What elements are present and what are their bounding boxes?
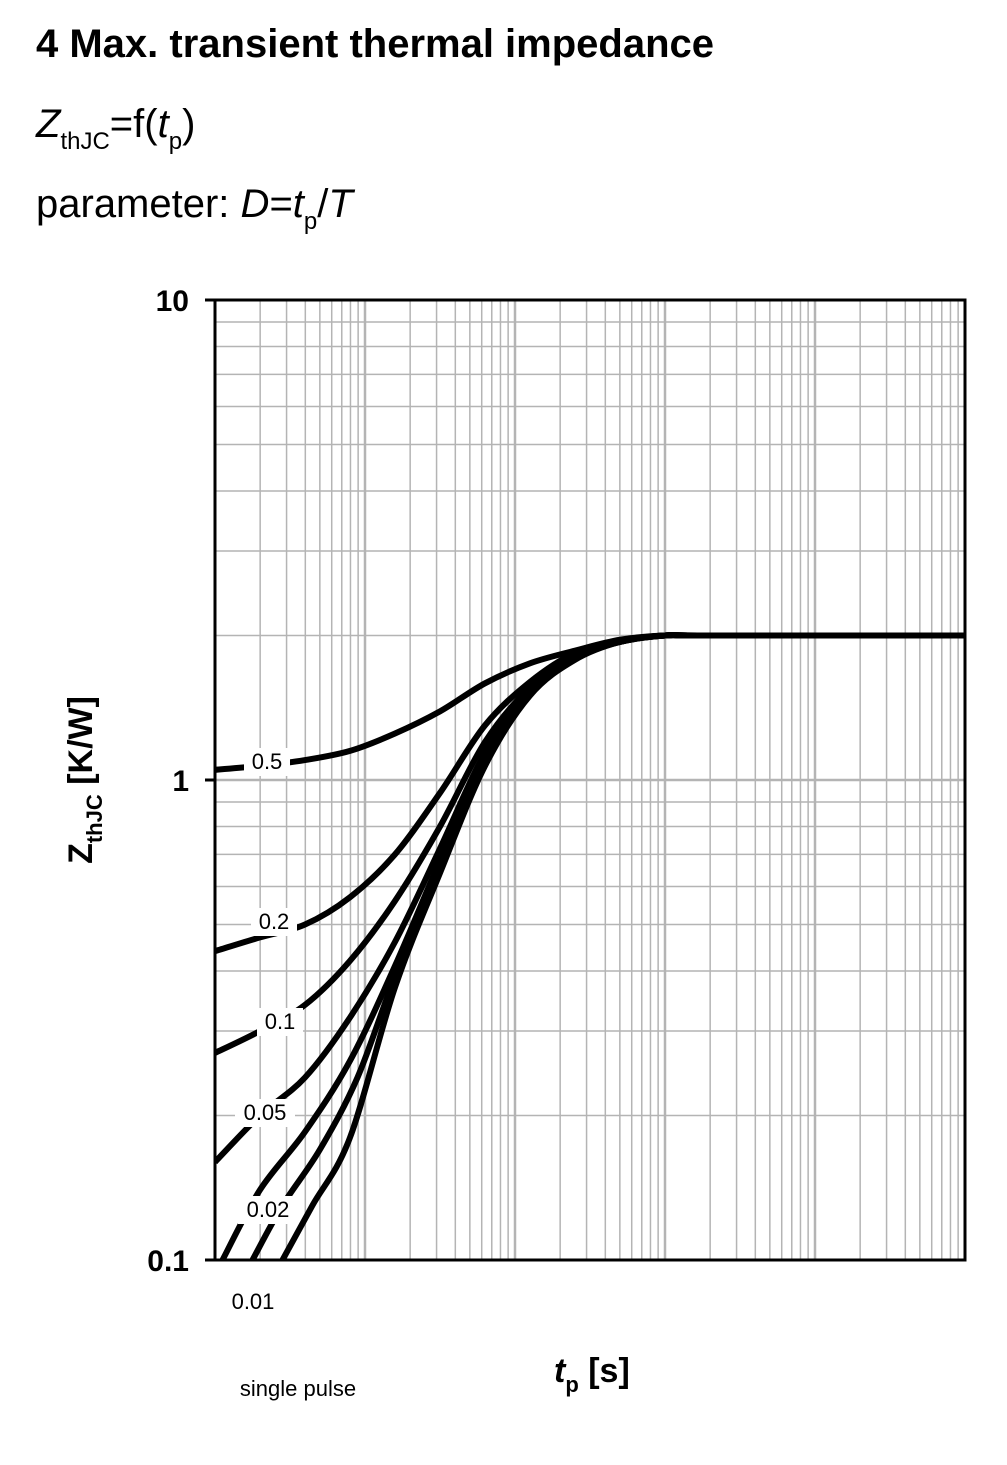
series-line-4: [215, 632, 965, 1165]
parameter-slash: /: [317, 182, 329, 226]
series-lines: [215, 632, 965, 1260]
x-axis-label-t: t: [554, 1352, 567, 1390]
formula-z: Z: [36, 102, 61, 146]
y-axis-label-z: Z: [62, 843, 100, 864]
series-label: 0.1: [265, 1009, 296, 1034]
series-label-bg: [238, 1196, 298, 1224]
series-label: single pulse: [240, 1376, 356, 1401]
parameter-t-sub: p: [303, 208, 318, 235]
grid: [213, 300, 965, 1262]
y-axis-label-unit: [K/W]: [62, 696, 100, 794]
series-label: 0.02: [247, 1197, 290, 1222]
formula-line: ZthJC=f(tp): [36, 102, 196, 155]
parameter-eq: =: [269, 182, 293, 226]
x-axis-label: tp [s]: [554, 1352, 630, 1397]
series-label-bg: [235, 1099, 295, 1127]
formula-close: ): [182, 102, 196, 146]
series-label: 0.05: [244, 1100, 287, 1125]
formula-t-sub: p: [168, 128, 183, 155]
y-axis-ticks: 0.1 1 10: [147, 285, 215, 1278]
y-tick-label: 0.1: [147, 1245, 189, 1278]
y-tick-label: 1: [172, 765, 189, 798]
series-label: 0.5: [252, 749, 283, 774]
parameter-label: parameter:: [36, 182, 230, 226]
parameter-T: T: [328, 182, 353, 226]
x-axis-label-unit: [s]: [579, 1352, 630, 1390]
series-labels: 0.5 0.2 0.1 0.05 0.02 0.01 single pulse: [232, 748, 356, 1401]
series-line-2: [215, 632, 965, 954]
series-label-bg: [251, 908, 297, 936]
series-label-bg: [244, 748, 290, 776]
formula-t: t: [157, 102, 169, 146]
parameter-d: D: [240, 182, 270, 226]
formula-z-sub: thJC: [60, 128, 110, 155]
y-axis-label: ZthJC [K/W]: [62, 696, 107, 864]
series-line-3: [215, 632, 965, 1056]
y-tick-label: 10: [156, 285, 189, 318]
parameter-t: t: [292, 182, 304, 226]
x-axis-label-sub: p: [565, 1372, 578, 1397]
formula-eq: =f(: [109, 102, 158, 146]
series-line-7: [279, 632, 965, 1260]
y-axis-label-sub: thJC: [82, 794, 107, 843]
series-label: 0.2: [259, 909, 290, 934]
series-label: 0.01: [232, 1289, 275, 1314]
series-label-bg: [257, 1008, 303, 1036]
chart-heading: 4 Max. transient thermal impedance: [36, 22, 715, 66]
parameter-line: parameter: D=tp/T: [36, 182, 353, 235]
